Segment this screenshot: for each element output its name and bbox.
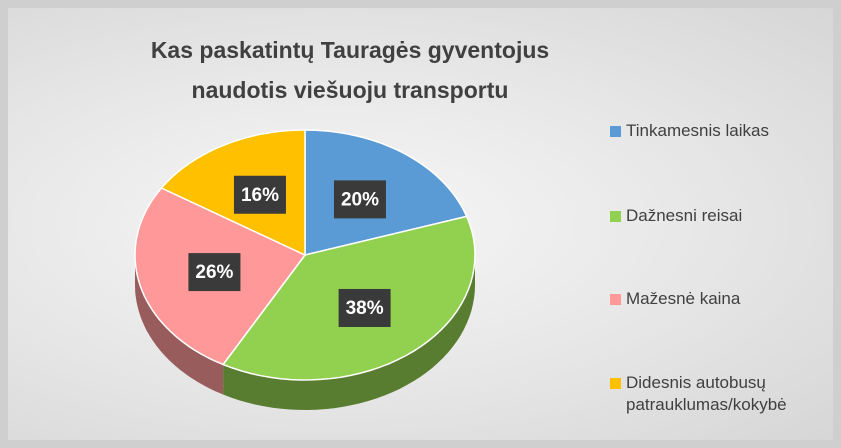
legend-label: Dažnesni reisai <box>626 206 743 225</box>
legend-swatch <box>610 211 621 222</box>
data-label: 20% <box>341 189 379 210</box>
legend-item: Tinkamesnis laikas <box>610 120 832 142</box>
legend-item: Dažnesni reisai <box>610 205 832 227</box>
data-label-box <box>233 175 286 214</box>
data-label: 16% <box>241 185 279 206</box>
legend-label: Didesnis autobusų patrauklumas/kokybė <box>626 373 787 414</box>
data-label: 26% <box>195 262 233 283</box>
slice-side <box>135 255 224 395</box>
legend-swatch <box>610 126 621 137</box>
slice <box>160 129 306 257</box>
legend-label: Mažesnė kaina <box>626 289 741 308</box>
legend-swatch <box>610 378 621 389</box>
data-label-box <box>333 180 386 219</box>
data-label-box <box>188 253 241 292</box>
chart-title: Kas paskatintų Tauragės gyventojus naudo… <box>150 37 550 103</box>
data-label-box <box>338 288 391 327</box>
legend-label: Tinkamesnis laikas <box>626 121 769 140</box>
legend-item: Didesnis autobusų patrauklumas/kokybė <box>610 372 832 416</box>
legend-item: Mažesnė kaina <box>610 288 832 310</box>
slice-side <box>223 255 475 410</box>
data-label: 38% <box>346 298 384 319</box>
legend-swatch <box>610 294 621 305</box>
